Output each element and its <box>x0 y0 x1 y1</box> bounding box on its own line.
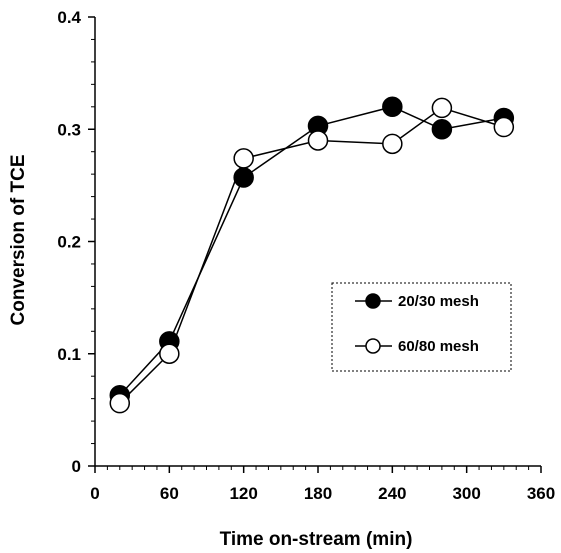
legend-items: 20/30 mesh 60/80 mesh <box>355 293 479 355</box>
x-tick-label: 240 <box>378 484 406 503</box>
x-tick-label: 60 <box>160 484 179 503</box>
legend: 20/30 mesh 60/80 mesh <box>331 282 512 372</box>
tick-labels: 0 60 120 180 240 300 360 0 0.1 0.2 0.3 0.4 <box>57 8 555 503</box>
y-tick-label: 0.1 <box>57 345 81 364</box>
data-point <box>493 116 515 138</box>
data-point <box>159 343 180 364</box>
x-tick-label: 300 <box>452 484 480 503</box>
y-tick-label: 0.2 <box>57 233 81 252</box>
x-tick-label: 180 <box>304 484 332 503</box>
data-point <box>431 97 453 119</box>
legend-box <box>331 282 512 372</box>
x-tick-label: 120 <box>229 484 257 503</box>
data-point <box>233 148 254 169</box>
y-tick-label: 0.4 <box>57 8 81 27</box>
data-point <box>307 130 329 151</box>
data-point <box>382 133 403 155</box>
y-tick-label: 0.3 <box>57 120 81 139</box>
legend-label: 20/30 mesh <box>398 293 479 310</box>
legend-label: 60/80 mesh <box>398 338 479 355</box>
legend-marker <box>365 338 381 354</box>
data-series <box>109 96 515 414</box>
data-point <box>431 119 453 140</box>
y-axis-title: Conversion of TCE <box>8 154 29 325</box>
x-tick-label: 360 <box>527 484 555 503</box>
y-tick-label: 0 <box>72 457 81 476</box>
legend-marker <box>365 293 381 309</box>
data-point <box>382 96 403 118</box>
series-2 <box>109 97 515 414</box>
x-axis-title: Time on-stream (min) <box>220 529 413 550</box>
data-point <box>109 392 131 414</box>
x-tick-label: 0 <box>90 484 99 503</box>
axes <box>88 16 542 473</box>
